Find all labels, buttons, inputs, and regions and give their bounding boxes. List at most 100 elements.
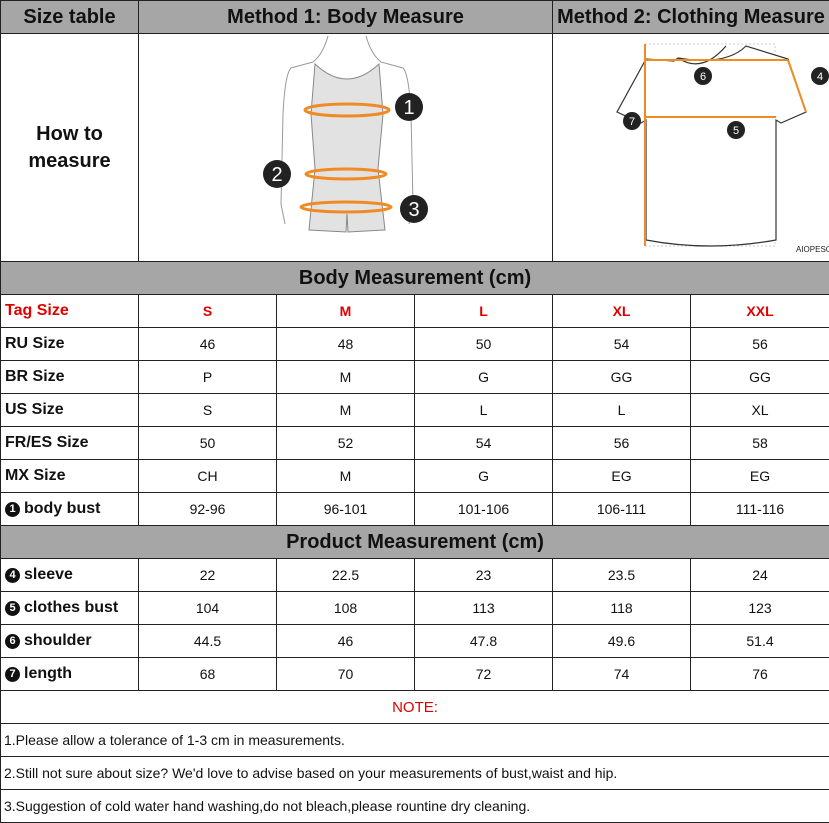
svg-text:1: 1 [403, 97, 414, 119]
svg-text:7: 7 [629, 116, 635, 128]
header-method-2: Method 2: Clothing Measure [553, 1, 829, 34]
marker-5-icon: 5 [5, 601, 20, 616]
row-label: FR/ES Size [1, 427, 139, 460]
value-cell: G [415, 361, 553, 394]
value-cell: L [415, 394, 553, 427]
row-label: RU Size [1, 328, 139, 361]
value-cell: 46 [139, 328, 277, 361]
value-cell: 22.5 [277, 559, 415, 592]
product-measurement-title: Product Measurement (cm) [1, 526, 829, 559]
value-cell: 56 [691, 328, 829, 361]
value-cell: CH [139, 460, 277, 493]
size-cell: XL [553, 295, 691, 328]
value-cell: 111-116 [691, 493, 829, 526]
note-title: NOTE: [1, 691, 829, 724]
value-cell: 23.5 [553, 559, 691, 592]
value-cell: 47.8 [415, 625, 553, 658]
value-cell: 22 [139, 559, 277, 592]
value-cell: EG [691, 460, 829, 493]
header-method-1: Method 1: Body Measure [139, 1, 553, 34]
marker-4-icon: 4 [5, 568, 20, 583]
size-cell: XXL [691, 295, 829, 328]
row-label: MX Size [1, 460, 139, 493]
size-cell: L [415, 295, 553, 328]
note-item: 1.Please allow a tolerance of 1-3 cm in … [1, 724, 829, 757]
value-cell: 108 [277, 592, 415, 625]
header-row: Size table Method 1: Body Measure Method… [1, 1, 829, 34]
value-cell: 52 [277, 427, 415, 460]
value-cell: 118 [553, 592, 691, 625]
svg-text:2: 2 [271, 164, 282, 186]
value-cell: 48 [277, 328, 415, 361]
value-cell: 58 [691, 427, 829, 460]
marker-1-icon: 1 [5, 502, 20, 517]
size-cell: S [139, 295, 277, 328]
value-cell: 74 [553, 658, 691, 691]
note-item: 2.Still not sure about size? We'd love t… [1, 757, 829, 790]
row-label: BR Size [1, 361, 139, 394]
marker-1-icon: 1 [395, 93, 423, 121]
value-cell: M [277, 460, 415, 493]
marker-5-icon: 5 [727, 121, 745, 139]
note-item: 3.Suggestion of cold water hand washing,… [1, 790, 829, 823]
value-cell: 68 [139, 658, 277, 691]
value-cell: 54 [415, 427, 553, 460]
value-cell: 24 [691, 559, 829, 592]
value-cell: EG [553, 460, 691, 493]
value-cell: 104 [139, 592, 277, 625]
value-cell: L [553, 394, 691, 427]
body-measure-figure: 1 2 3 [139, 34, 553, 262]
value-cell: GG [691, 361, 829, 394]
value-cell: 96-101 [277, 493, 415, 526]
body-measurement-title: Body Measurement (cm) [1, 262, 829, 295]
header-size-table: Size table [1, 1, 139, 34]
tag-size-row: Tag Size S M L XL XXL [1, 295, 829, 328]
size-cell: M [277, 295, 415, 328]
marker-7-icon: 7 [623, 112, 641, 130]
value-cell: GG [553, 361, 691, 394]
value-cell: 49.6 [553, 625, 691, 658]
value-cell: S [139, 394, 277, 427]
marker-4-icon: 4 [811, 67, 829, 85]
value-cell: 50 [415, 328, 553, 361]
value-cell: 51.4 [691, 625, 829, 658]
value-cell: 44.5 [139, 625, 277, 658]
value-cell: 101-106 [415, 493, 553, 526]
svg-text:6: 6 [700, 71, 706, 83]
clothing-measure-figure: 6 4 7 5 AIOPESON [553, 34, 829, 262]
brand-logo: AIOPESON [796, 245, 829, 254]
value-cell: 23 [415, 559, 553, 592]
value-cell: M [277, 361, 415, 394]
value-cell: M [277, 394, 415, 427]
row-label: US Size [1, 394, 139, 427]
body-figure-illustration: 1 2 3 [173, 34, 519, 258]
value-cell: XL [691, 394, 829, 427]
marker-2-icon: 2 [263, 160, 291, 188]
value-cell: 76 [691, 658, 829, 691]
tag-size-label: Tag Size [1, 295, 139, 328]
shirt-illustration: 6 4 7 5 AIOPESON [553, 34, 829, 258]
value-cell: 113 [415, 592, 553, 625]
value-cell: 54 [553, 328, 691, 361]
marker-6-icon: 6 [694, 67, 712, 85]
marker-7-icon: 7 [5, 667, 20, 682]
svg-text:5: 5 [733, 125, 739, 137]
